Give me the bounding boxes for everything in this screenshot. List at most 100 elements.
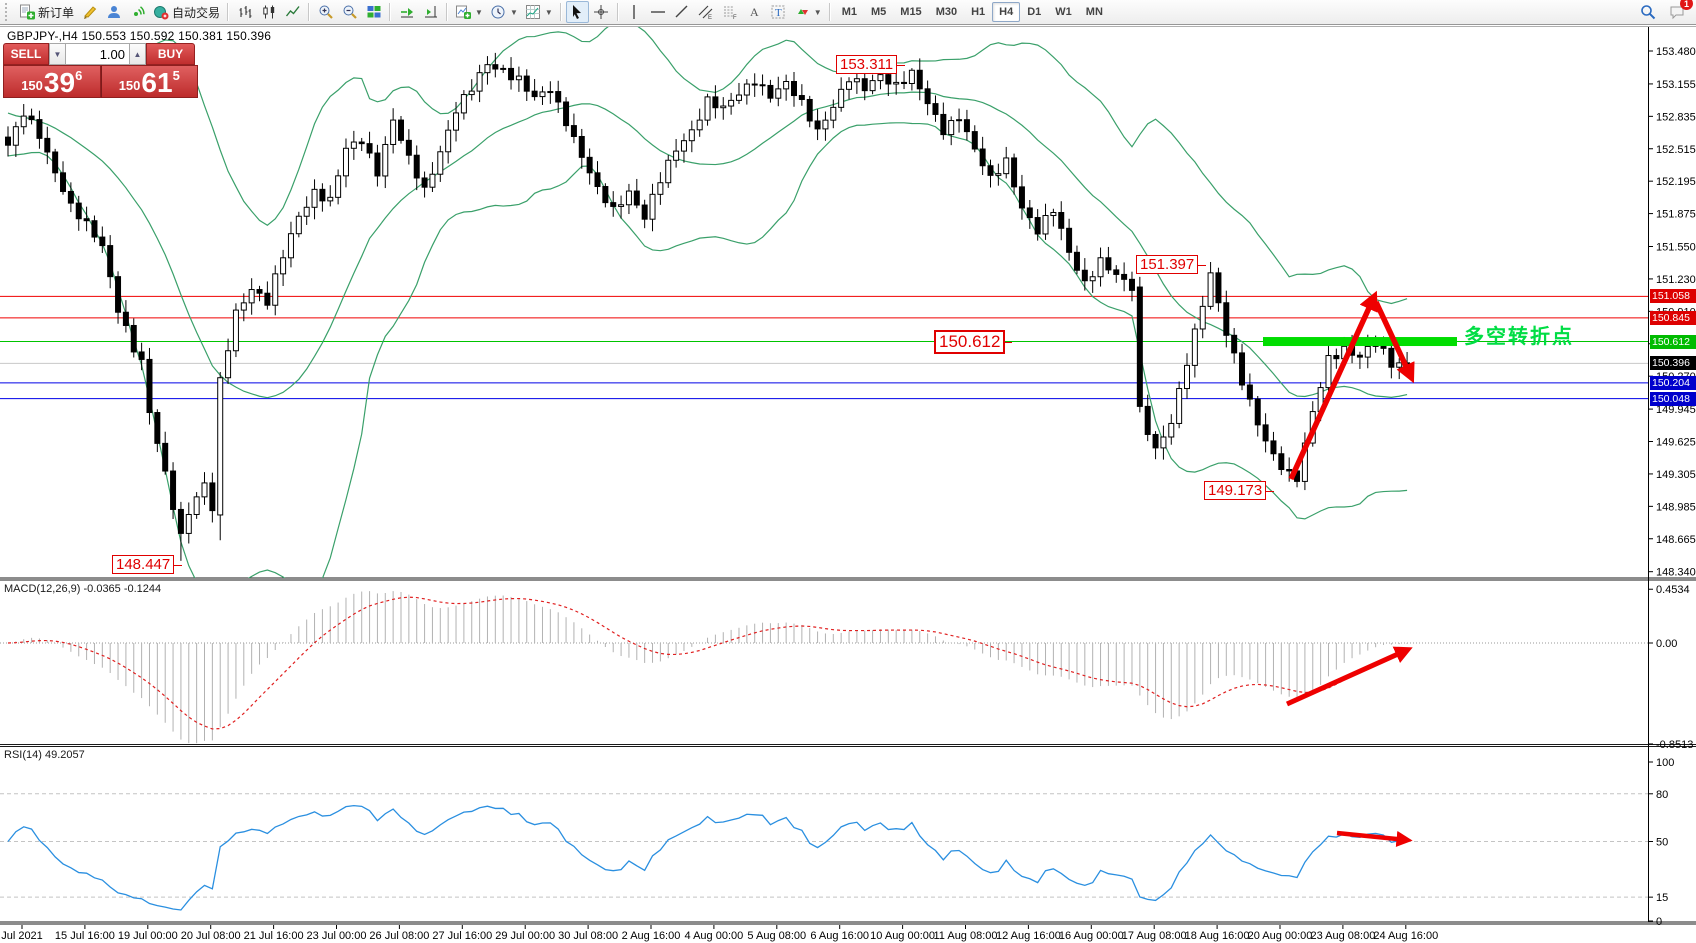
channel-tool-button[interactable]: E — [695, 1, 718, 23]
buy-price[interactable]: 150 61 5 — [100, 65, 198, 98]
date-tick-label[interactable]: 16 Aug 00:00 — [1059, 930, 1124, 942]
macd-tick-label: 0.00 — [1656, 638, 1677, 650]
fibonacci-tool-button[interactable]: F — [719, 1, 742, 23]
price-callout[interactable]: 149.173 — [1204, 481, 1275, 500]
date-tick-label[interactable]: 30 Jul 08:00 — [558, 930, 618, 942]
rsi-tick-label: 15 — [1656, 892, 1668, 904]
zoom-out-button[interactable] — [338, 1, 361, 23]
new-order-button[interactable]: 新订单 — [16, 1, 77, 23]
arrows-tool-button[interactable]: ▼ — [791, 1, 825, 23]
date-tick-label[interactable]: 2 Aug 16:00 — [622, 930, 681, 942]
horizontal-line-tool-button[interactable] — [647, 1, 670, 23]
bollinger-band-line — [7, 91, 1408, 399]
rsi-label: RSI(14) 49.2057 — [4, 749, 85, 761]
new-order-label: 新订单 — [38, 5, 75, 20]
bar-chart-button[interactable] — [233, 1, 256, 23]
date-tick-label[interactable]: 17 Aug 08:00 — [1122, 930, 1187, 942]
date-tick-label[interactable]: 29 Jul 00:00 — [495, 930, 555, 942]
toolbar-grip[interactable] — [5, 3, 12, 21]
auto-trading-button[interactable]: 自动交易 — [150, 1, 223, 23]
price-callout[interactable]: 151.397 — [1136, 255, 1207, 274]
text-tool-button[interactable]: A — [743, 1, 766, 23]
date-tick-label[interactable]: 20 Aug 00:00 — [1248, 930, 1313, 942]
new-chart-button[interactable]: ▼ — [452, 1, 486, 23]
metaeditor-button[interactable] — [78, 1, 101, 23]
zoom-in-button[interactable] — [314, 1, 337, 23]
date-tick-label[interactable]: 23 Aug 08:00 — [1310, 930, 1375, 942]
chart-shift-button[interactable] — [419, 1, 442, 23]
sell-price[interactable]: 150 39 6 — [3, 65, 101, 98]
price-tick-label: 148.340 — [1656, 567, 1696, 579]
date-tick-label[interactable]: 19 Jul 00:00 — [118, 930, 178, 942]
date-tick-label[interactable]: 15 Jul 16:00 — [55, 930, 115, 942]
turning-point-annotation[interactable]: 多空转折点 — [1464, 326, 1574, 348]
buy-button[interactable]: BUY — [146, 43, 195, 65]
date-tick-label[interactable]: 18 Aug 16:00 — [1185, 930, 1250, 942]
price-tick-label: 152.195 — [1656, 176, 1696, 188]
date-tick-label[interactable]: 6 Aug 16:00 — [810, 930, 869, 942]
date-tick-label[interactable]: 26 Jul 08:00 — [369, 930, 429, 942]
date-tick-label[interactable]: 27 Jul 16:00 — [432, 930, 492, 942]
price-callout[interactable]: 150.612 — [934, 330, 1013, 354]
svg-text:E: E — [708, 15, 712, 20]
candlestick-chart-button[interactable] — [257, 1, 280, 23]
line-chart-button[interactable] — [281, 1, 304, 23]
volume-decrease-button[interactable]: ▼ — [49, 43, 66, 65]
date-tick-label[interactable]: 20 Jul 08:00 — [181, 930, 241, 942]
date-tick-label[interactable]: 5 Aug 08:00 — [747, 930, 806, 942]
trend-arrow[interactable] — [1373, 300, 1415, 384]
date-tick-label[interactable]: 12 Aug 16:00 — [996, 930, 1061, 942]
date-tick-label[interactable]: 11 Aug 08:00 — [933, 930, 997, 942]
community-button[interactable] — [102, 1, 125, 23]
date-tick-label[interactable]: 10 Aug 00:00 — [870, 930, 935, 942]
toolbar: 新订单 自动交易 ▼ ▼ ▼ — [0, 0, 1696, 25]
main-chart-panel[interactable] — [0, 21, 1648, 605]
price-callout[interactable]: 153.311 — [836, 55, 906, 74]
tile-windows-icon — [367, 6, 381, 18]
date-tick-label[interactable]: Jul 2021 — [1, 930, 43, 942]
price-callout[interactable]: 148.447 — [112, 555, 183, 574]
auto-scroll-button[interactable] — [395, 1, 418, 23]
crosshair-tool-button[interactable] — [590, 1, 613, 23]
indicators-button[interactable]: ▼ — [522, 1, 556, 23]
dropdown-caret-icon: ▼ — [544, 7, 553, 17]
timeframe-m1-button[interactable]: M1 — [835, 2, 864, 22]
date-tick-label[interactable]: 4 Aug 00:00 — [685, 930, 744, 942]
support-highlight-band[interactable] — [1263, 337, 1457, 347]
period-button[interactable]: ▼ — [487, 1, 521, 23]
date-tick-label[interactable]: 23 Jul 00:00 — [307, 930, 367, 942]
timeframe-h1-button[interactable]: H1 — [964, 2, 992, 22]
trendline-tool-button[interactable] — [671, 1, 694, 23]
svg-text:T: T — [775, 7, 782, 19]
volume-increase-button[interactable]: ▲ — [129, 43, 146, 65]
cursor-tool-button[interactable] — [565, 1, 589, 23]
trend-arrow[interactable] — [1288, 290, 1378, 481]
volume-input[interactable] — [66, 43, 129, 65]
rsi-panel[interactable] — [0, 793, 1648, 911]
price-tick-label: 151.230 — [1656, 274, 1696, 286]
notifications-button[interactable]: 1 — [1665, 0, 1693, 23]
vertical-line-tool-button[interactable] — [623, 1, 646, 23]
tile-windows-button[interactable] — [362, 1, 385, 23]
channel-icon: E — [698, 5, 713, 20]
macd-trend-arrow[interactable] — [1285, 646, 1413, 707]
timeframe-mn-button[interactable]: MN — [1079, 2, 1110, 22]
search-button[interactable] — [1636, 1, 1659, 23]
text-label-tool-button[interactable]: T — [767, 1, 790, 23]
timeframe-w1-button[interactable]: W1 — [1048, 2, 1079, 22]
rsi-trend-arrow[interactable] — [1336, 830, 1413, 848]
timeframe-h4-button[interactable]: H4 — [992, 2, 1021, 22]
toolbar-separator — [616, 3, 619, 21]
date-tick-label[interactable]: 24 Aug 16:00 — [1373, 930, 1438, 942]
price-tick-label: 148.985 — [1656, 501, 1696, 513]
sell-button[interactable]: SELL — [3, 43, 49, 65]
sell-price-big: 39 — [43, 67, 76, 98]
macd-panel[interactable] — [0, 591, 1648, 744]
date-tick-label[interactable]: 21 Jul 16:00 — [244, 930, 304, 942]
timeframe-m5-button[interactable]: M5 — [864, 2, 893, 22]
signals-button[interactable] — [126, 1, 149, 23]
timeframe-m15-button[interactable]: M15 — [893, 2, 928, 22]
timeframe-m30-button[interactable]: M30 — [929, 2, 964, 22]
timeframe-d1-button[interactable]: D1 — [1020, 2, 1048, 22]
